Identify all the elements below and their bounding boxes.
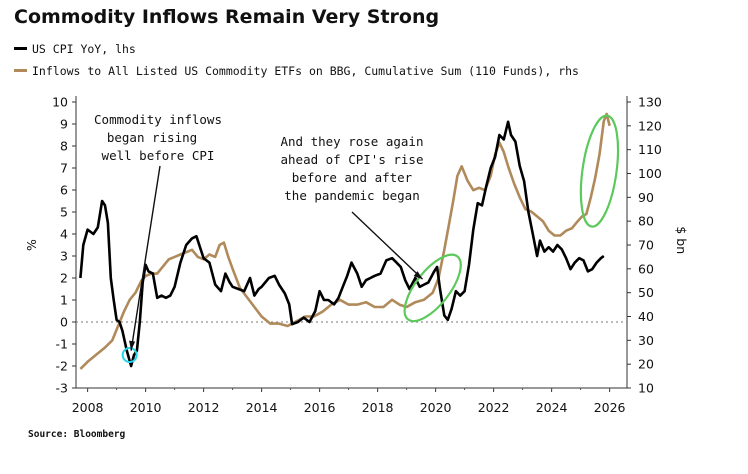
highlight-circle-cpi-trough	[121, 347, 138, 363]
annotation-1-arrowhead	[129, 340, 136, 351]
y-right-tick-label: 100	[638, 166, 662, 181]
annotation-2-line: And they rose again	[281, 134, 424, 149]
annotation-2-line: ahead of CPI's rise	[281, 152, 424, 167]
x-tick-label: 2022	[478, 400, 510, 415]
x-tick-label: 2016	[304, 400, 336, 415]
x-tick-label: 2014	[246, 400, 278, 415]
source-note: Source: Bloomberg	[28, 429, 126, 440]
legend-label-cpi: US CPI YoY, lhs	[32, 42, 136, 56]
legend-swatch-cpi	[14, 47, 27, 50]
y-right-tick-label: 130	[638, 95, 662, 110]
y-left-tick-label: 4	[60, 227, 68, 242]
legend-item-cpi: US CPI YoY, lhs	[14, 42, 136, 56]
series-line-cpi	[79, 120, 605, 368]
y-right-tick-label: 50	[638, 285, 654, 300]
y-right-tick-label: 10	[638, 381, 654, 396]
x-tick-label: 2024	[536, 400, 568, 415]
y-left-tick-label: 2	[60, 271, 68, 286]
x-tick-label: 2012	[188, 400, 220, 415]
y-left-tick-label: 5	[60, 205, 68, 220]
y-right-tick-label: 80	[638, 214, 654, 229]
y-left-tick-label: -1	[56, 337, 68, 352]
annotation-1-line: began rising	[107, 130, 197, 145]
annotation-2-arrowhead	[413, 271, 423, 280]
series-line-inflows	[79, 112, 611, 370]
legend-swatch-inflows	[14, 69, 27, 72]
y-left-tick-label: 10	[52, 95, 68, 110]
annotation-1-line: Commodity inflows	[94, 112, 222, 127]
y-right-tick-label: 90	[638, 190, 654, 205]
x-tick-label: 2008	[72, 400, 104, 415]
y-right-tick-label: 110	[638, 142, 662, 157]
y-left-axis-label: %	[24, 239, 39, 251]
chart-title: Commodity Inflows Remain Very Strong	[14, 6, 440, 28]
x-tick-label: 2010	[130, 400, 162, 415]
highlight-ellipse-2025	[579, 114, 620, 228]
annotation-2-line: the pandemic began	[284, 188, 419, 203]
y-right-tick-label: 60	[638, 261, 654, 276]
y-left-tick-label: 9	[60, 117, 68, 132]
x-tick-label: 2020	[420, 400, 452, 415]
y-right-axis-label: $ bn	[674, 226, 689, 254]
annotation-1-line: well before CPI	[102, 148, 215, 163]
y-right-tick-label: 40	[638, 309, 654, 324]
annotation-2-arrow	[351, 211, 424, 280]
y-right-tick-label: 120	[638, 118, 662, 133]
annotation-2-line: before and after	[292, 170, 413, 185]
highlight-ellipse-2020	[403, 253, 462, 323]
y-right-tick-label: 20	[638, 357, 654, 372]
y-left-tick-label: 1	[60, 293, 68, 308]
y-left-tick-label: -3	[56, 381, 68, 396]
legend-item-inflows: Inflows to All Listed US Commodity ETFs …	[14, 64, 579, 78]
x-tick-label: 2018	[362, 400, 394, 415]
y-left-tick-label: 6	[60, 183, 68, 198]
annotation-1-arrow	[130, 165, 161, 351]
y-left-tick-label: 7	[60, 161, 68, 176]
y-left-tick-label: 8	[60, 139, 68, 154]
y-left-tick-label: 3	[60, 249, 68, 264]
y-right-tick-label: 30	[638, 333, 654, 348]
x-tick-label: 2026	[594, 400, 626, 415]
legend-label-inflows: Inflows to All Listed US Commodity ETFs …	[32, 64, 579, 78]
y-right-tick-label: 70	[638, 238, 654, 253]
y-left-tick-label: -2	[56, 359, 68, 374]
y-left-tick-label: 0	[60, 315, 68, 330]
